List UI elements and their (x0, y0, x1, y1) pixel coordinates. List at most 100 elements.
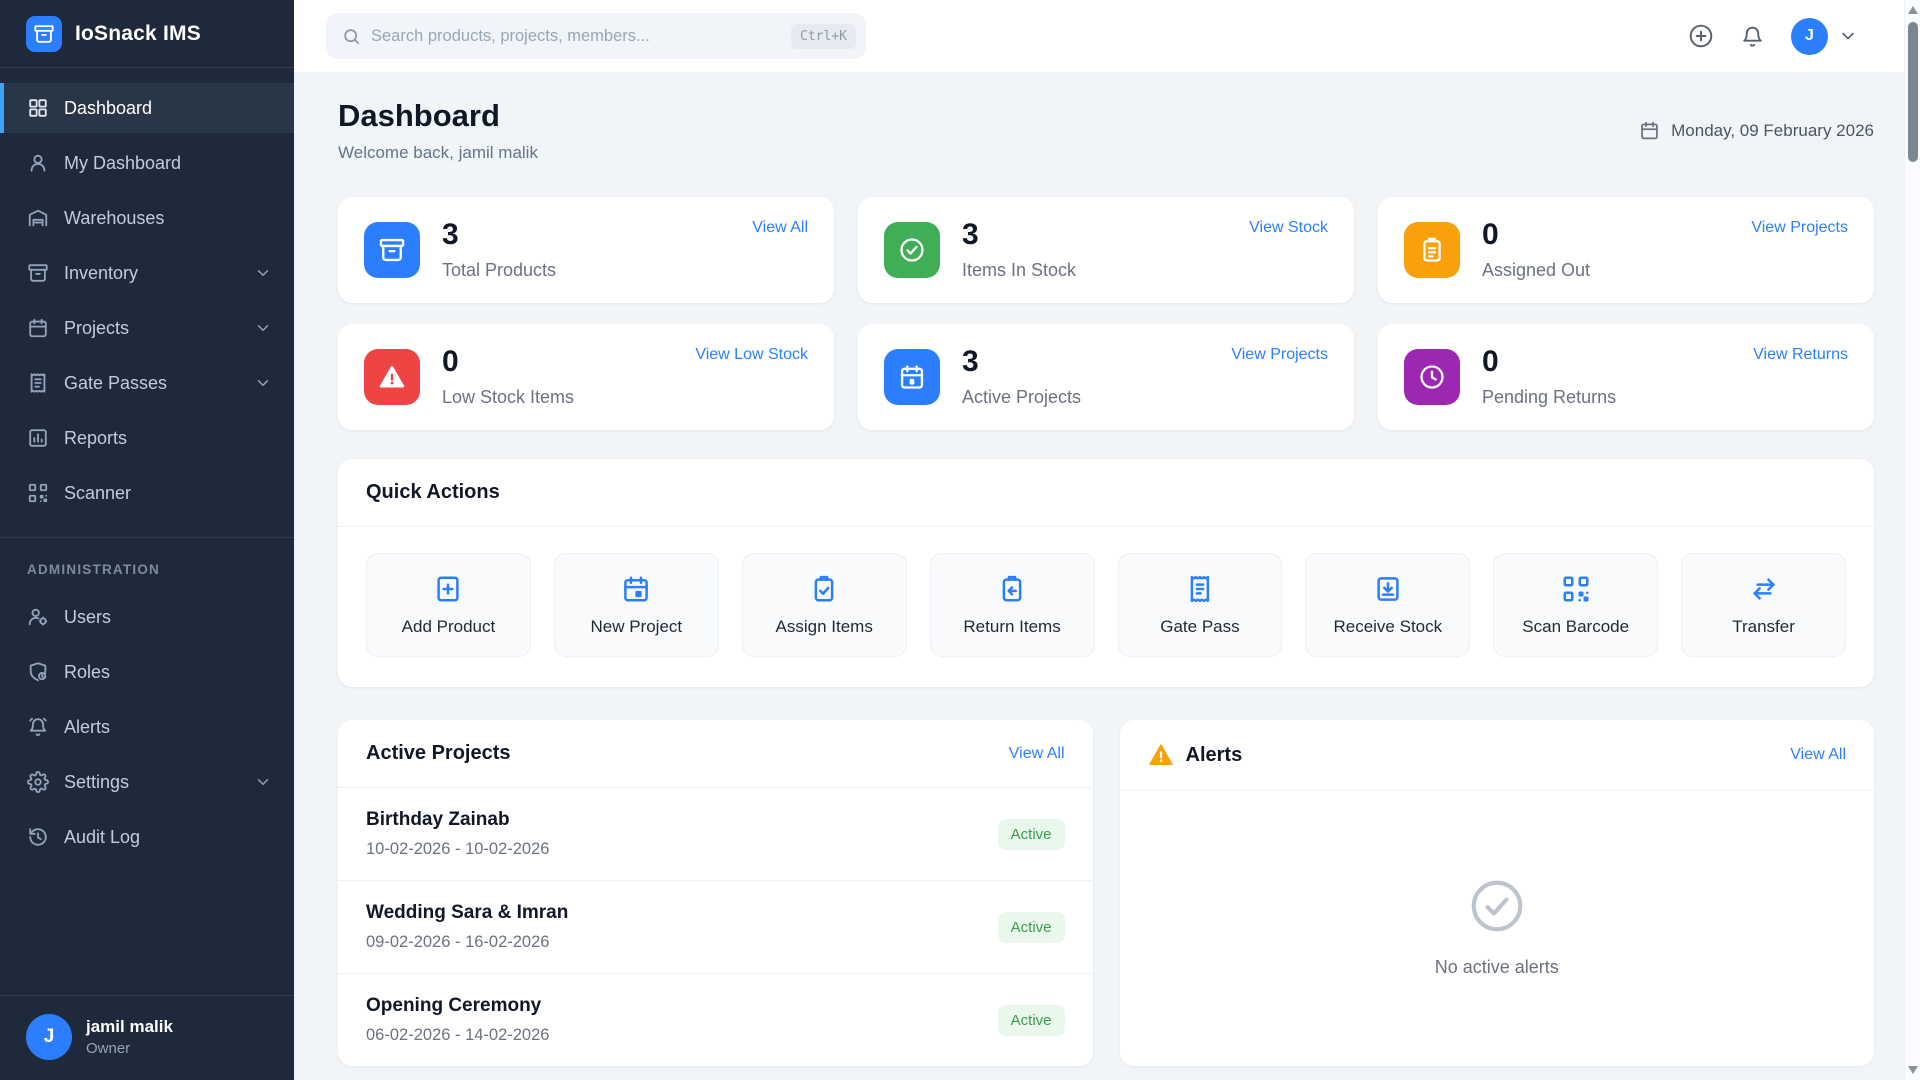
sidebar-user-card[interactable]: J jamil malik Owner (0, 995, 294, 1080)
bar-chart-icon (27, 427, 49, 449)
scroll-up-arrow[interactable] (1908, 6, 1918, 14)
chevron-down-icon (254, 374, 272, 392)
user-menu[interactable]: J (1791, 17, 1858, 55)
dashboard-icon (27, 97, 49, 119)
global-search[interactable]: Ctrl+K (326, 13, 866, 59)
quick-action-new-project[interactable]: New Project (553, 553, 719, 657)
stat-card-items-in-stock: 3 Items In Stock View Stock (858, 197, 1354, 303)
quick-action-gate-pass[interactable]: Gate Pass (1117, 553, 1283, 657)
stat-card-assigned-out: 0 Assigned Out View Projects (1378, 197, 1874, 303)
project-name: Wedding Sara & Imran (366, 902, 569, 923)
qr-code-icon (1561, 574, 1591, 604)
dashboard-content: Dashboard Welcome back, jamil malik Mond… (294, 72, 1920, 1080)
sidebar-item-label: Dashboard (64, 97, 153, 118)
chevron-down-icon (254, 264, 272, 282)
sidebar-item-my-dashboard[interactable]: My Dashboard (0, 138, 294, 188)
stat-cards: 3 Total Products View All 3 Items In Sto… (338, 197, 1874, 430)
sidebar-item-projects[interactable]: Projects (0, 303, 294, 353)
user-icon (27, 152, 49, 174)
stat-label: Assigned Out (1482, 259, 1591, 280)
project-row[interactable]: Wedding Sara & Imran 09-02-2026 - 16-02-… (338, 881, 1093, 974)
sidebar-item-warehouses[interactable]: Warehouses (0, 193, 294, 243)
sidebar-admin-nav: Users Roles Alerts Settings Audit Log (0, 587, 294, 867)
stat-card-total-products: 3 Total Products View All (338, 197, 834, 303)
chevron-down-icon (1838, 26, 1858, 46)
view-projects-link[interactable]: View Projects (1751, 219, 1848, 236)
sidebar-item-reports[interactable]: Reports (0, 413, 294, 463)
sidebar-item-gate-passes[interactable]: Gate Passes (0, 358, 294, 408)
project-dates: 10-02-2026 - 10-02-2026 (366, 840, 550, 858)
quick-action-scan-barcode[interactable]: Scan Barcode (1493, 553, 1659, 657)
stat-card-active-projects: 3 Active Projects View Projects (858, 324, 1354, 430)
search-input[interactable] (371, 26, 782, 46)
window-scrollbar[interactable] (1904, 0, 1920, 1080)
alerts-panel: Alerts View All No active alerts (1119, 720, 1874, 1066)
view-stock-link[interactable]: View Stock (1249, 219, 1328, 236)
view-all-projects-link[interactable]: View All (1008, 744, 1065, 762)
shield-user-icon (27, 661, 49, 683)
sidebar-item-scanner[interactable]: Scanner (0, 468, 294, 518)
quick-action-return-items[interactable]: Return Items (929, 553, 1095, 657)
stat-label: Low Stock Items (442, 386, 575, 407)
square-plus-icon (433, 574, 463, 604)
sidebar-item-alerts[interactable]: Alerts (0, 702, 294, 752)
archive-icon (27, 262, 49, 284)
warning-triangle-icon (1148, 742, 1174, 768)
topbar: Ctrl+K J (294, 0, 1920, 72)
project-row[interactable]: Opening Ceremony 06-02-2026 - 14-02-2026… (338, 974, 1093, 1066)
app-title: IoSnack IMS (75, 22, 201, 45)
project-row[interactable]: Birthday Zainab 10-02-2026 - 10-02-2026 … (338, 788, 1093, 881)
user-cog-icon (27, 606, 49, 628)
project-name: Opening Ceremony (366, 995, 542, 1016)
scroll-down-arrow[interactable] (1908, 1066, 1918, 1074)
quick-actions-panel: Quick Actions Add Product New Project As… (338, 459, 1874, 687)
stat-label: Total Products (442, 259, 557, 280)
keyboard-shortcut-badge: Ctrl+K (791, 23, 856, 49)
project-name: Birthday Zainab (366, 809, 510, 830)
add-button[interactable] (1688, 23, 1714, 49)
sidebar-item-label: Alerts (64, 716, 111, 737)
scrollbar-thumb[interactable] (1908, 22, 1918, 162)
circle-check-icon (884, 222, 940, 278)
view-all-link[interactable]: View All (752, 219, 808, 236)
sidebar-item-users[interactable]: Users (0, 592, 294, 642)
sidebar-item-label: Inventory (64, 262, 139, 283)
clipboard-list-icon (1404, 222, 1460, 278)
quick-action-add-product[interactable]: Add Product (366, 553, 531, 657)
view-projects-link[interactable]: View Projects (1231, 346, 1328, 363)
status-badge: Active (997, 818, 1065, 850)
stat-label: Pending Returns (1482, 386, 1617, 407)
qr-code-icon (27, 482, 49, 504)
sidebar-section-administration: ADMINISTRATION (27, 562, 160, 577)
sidebar-item-inventory[interactable]: Inventory (0, 248, 294, 298)
stat-value: 3 (442, 218, 459, 252)
app-logo[interactable]: IoSnack IMS (0, 0, 294, 67)
date-text: Monday, 09 February 2026 (1671, 120, 1874, 140)
stat-card-pending-returns: 0 Pending Returns View Returns (1378, 324, 1874, 430)
notifications-bell-icon[interactable] (1740, 24, 1765, 49)
sidebar-item-dashboard[interactable]: Dashboard (0, 83, 294, 133)
sidebar-item-label: Warehouses (64, 207, 165, 228)
sidebar-item-audit-log[interactable]: Audit Log (0, 812, 294, 862)
sidebar-item-settings[interactable]: Settings (0, 757, 294, 807)
bell-ring-icon (27, 716, 49, 738)
history-icon (27, 826, 49, 848)
triangle-alert-icon (364, 349, 420, 405)
stat-label: Active Projects (962, 386, 1082, 407)
quick-action-receive-stock[interactable]: Receive Stock (1305, 553, 1471, 657)
gear-icon (27, 771, 49, 793)
sidebar-item-label: Gate Passes (64, 372, 168, 393)
calendar-icon (884, 349, 940, 405)
quick-action-assign-items[interactable]: Assign Items (741, 553, 907, 657)
quick-action-transfer[interactable]: Transfer (1681, 553, 1846, 657)
view-all-alerts-link[interactable]: View All (1790, 746, 1846, 763)
page-title: Dashboard (338, 98, 500, 133)
view-returns-link[interactable]: View Returns (1753, 346, 1848, 363)
stat-value: 0 (1482, 218, 1499, 252)
chevron-down-icon (254, 773, 272, 791)
view-low-stock-link[interactable]: View Low Stock (695, 346, 808, 363)
search-icon (342, 27, 361, 46)
sidebar-item-roles[interactable]: Roles (0, 647, 294, 697)
calendar-icon (1639, 120, 1660, 141)
